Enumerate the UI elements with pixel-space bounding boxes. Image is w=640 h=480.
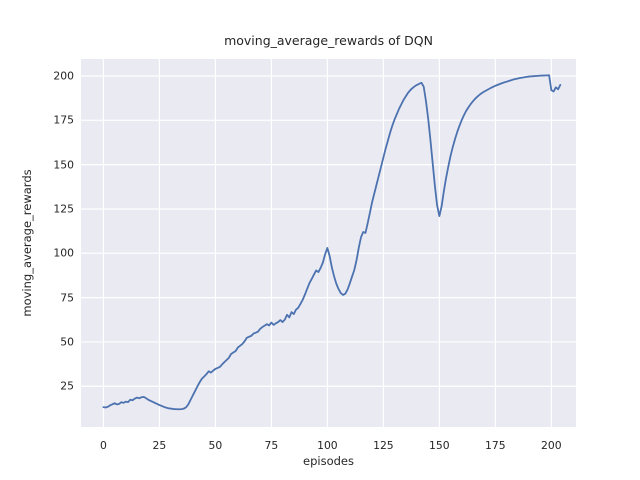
reward-line xyxy=(102,74,562,411)
plot-canvas xyxy=(81,59,576,427)
x-tick-label: 100 xyxy=(317,439,338,452)
y-tick-label: 25 xyxy=(60,379,74,393)
y-tick-label: 175 xyxy=(53,113,74,127)
x-tick-label: 0 xyxy=(99,439,107,452)
y-tick-label: 125 xyxy=(53,202,74,216)
y-tick-label: 200 xyxy=(53,69,74,83)
plot-area xyxy=(81,59,576,427)
x-tick-label: 200 xyxy=(541,439,562,452)
x-tick-label: 50 xyxy=(208,439,223,452)
y-tick-label: 50 xyxy=(60,335,74,349)
x-tick-label: 150 xyxy=(429,439,450,452)
x-tick-label: 25 xyxy=(152,439,167,452)
y-tick-label: 100 xyxy=(53,246,74,260)
x-axis-label: episodes xyxy=(303,454,354,468)
y-tick-label: 75 xyxy=(60,291,74,305)
y-tick-label: 150 xyxy=(53,158,74,172)
y-axis-label: moving_average_rewards xyxy=(20,169,34,317)
chart-title: moving_average_rewards of DQN xyxy=(224,33,433,48)
x-tick-label: 175 xyxy=(485,439,506,452)
x-tick-label: 125 xyxy=(373,439,394,452)
x-tick-label: 75 xyxy=(264,439,279,452)
